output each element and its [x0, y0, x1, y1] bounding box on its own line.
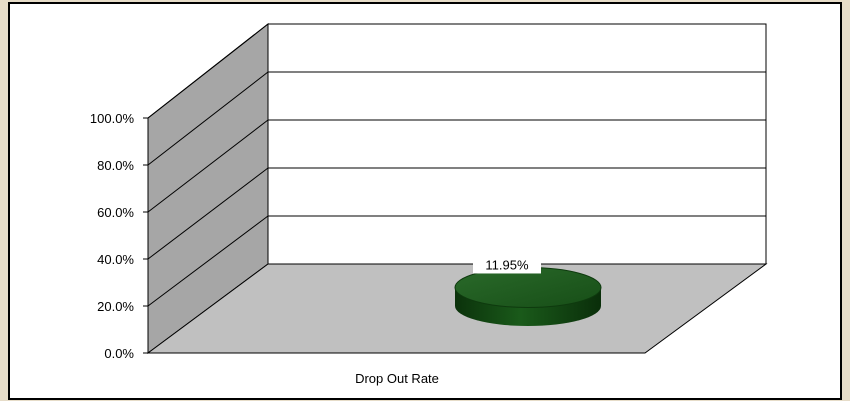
- gridline-side: [147, 167, 269, 260]
- y-tick-label: 0.0%: [104, 346, 134, 361]
- series-bars: 11.95%: [454, 254, 602, 326]
- x-axis: Drop Out Rate: [355, 371, 439, 386]
- y-tick-label: 100.0%: [90, 111, 135, 126]
- gridlines: [147, 23, 766, 307]
- gridline-side: [147, 71, 269, 166]
- bar-top-cap: [454, 266, 602, 308]
- category-label: Drop Out Rate: [355, 371, 439, 386]
- gridline-side: [147, 23, 269, 119]
- data-label-box: [473, 254, 541, 274]
- gridline-side: [147, 215, 269, 307]
- y-tick-label: 80.0%: [97, 158, 134, 173]
- y-tick-label: 40.0%: [97, 252, 134, 267]
- y-tick-label: 20.0%: [97, 299, 134, 314]
- data-label: 11.95%: [485, 257, 529, 272]
- gridline-side: [147, 119, 269, 213]
- back-wall: [267, 23, 767, 265]
- y-axis: 0.0% 20.0% 40.0% 60.0% 80.0% 100.0%: [90, 111, 645, 361]
- y-tick-label: 60.0%: [97, 205, 134, 220]
